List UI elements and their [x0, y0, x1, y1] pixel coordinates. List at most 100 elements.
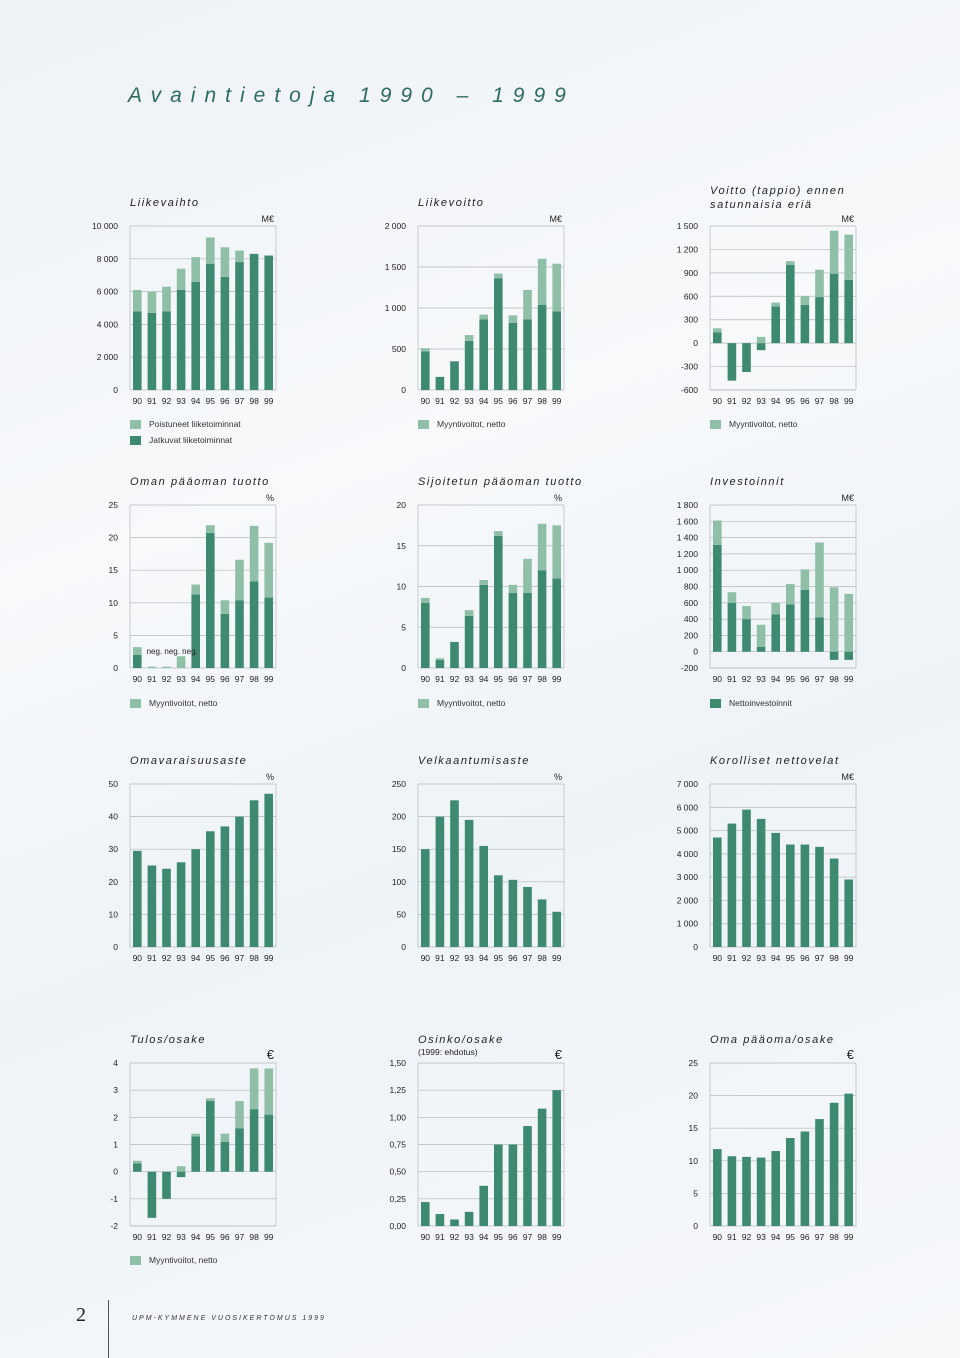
tick-label: 0 — [113, 942, 118, 952]
bar-92 — [450, 641, 459, 668]
bar-segment-93 — [176, 1166, 186, 1172]
bar-95 — [786, 1137, 795, 1226]
bar-segment-90 — [713, 328, 722, 333]
legend-label: Myyntivoitot, netto — [729, 419, 798, 429]
bar-92 — [450, 1219, 459, 1226]
bar-99 — [844, 1093, 853, 1226]
tick-label: 10 — [689, 1156, 699, 1166]
category-label: 94 — [479, 1232, 489, 1242]
tick-label: -1 — [110, 1194, 118, 1204]
bar-95 — [206, 831, 215, 947]
legend-liikevaihto: Poistuneet liiketoiminnat Jatkuvat liiket… — [130, 416, 241, 448]
bar-segment-95 — [206, 1098, 215, 1102]
bar-segment-90 — [133, 1160, 142, 1164]
legend-label: Myyntivoitot, netto — [149, 698, 218, 708]
category-label: 95 — [786, 953, 796, 963]
tick-label: 6 000 — [97, 287, 119, 297]
bar-segment-98 — [829, 587, 839, 652]
bar-97 — [815, 297, 824, 344]
bar-98 — [829, 651, 839, 660]
category-label: 95 — [494, 953, 504, 963]
category-label: 97 — [815, 1232, 825, 1242]
chart-title: Liikevaihto — [130, 197, 200, 209]
chart-unit: € — [267, 1047, 275, 1062]
tick-label: 1 — [113, 1140, 118, 1150]
bar-segment-92 — [742, 606, 751, 620]
chart-svg: Investoinnit M€ -200 0 200 400 600 800 1 000 1 20… — [677, 476, 857, 684]
bar-98 — [249, 581, 259, 668]
bar-93 — [176, 862, 186, 947]
bar-98 — [537, 1108, 547, 1226]
bar-90 — [133, 850, 142, 947]
category-label: 96 — [508, 674, 518, 684]
bar-segment-96 — [220, 247, 230, 277]
bar-94 — [479, 319, 488, 390]
bar-90 — [713, 544, 722, 652]
tick-label: 1 000 — [677, 919, 699, 929]
bar-94 — [191, 281, 200, 390]
legend-label: Nettoinvestoinnit — [729, 698, 792, 708]
bar-91 — [727, 823, 737, 947]
category-label: 95 — [494, 674, 504, 684]
category-label: 90 — [713, 1232, 723, 1242]
bar-94 — [771, 1151, 780, 1226]
bar-90 — [713, 837, 722, 947]
bar-92 — [162, 1171, 171, 1199]
bar-94 — [191, 1136, 200, 1172]
chart-title: Velkaantumisaste — [418, 755, 530, 767]
bar-93 — [756, 646, 766, 652]
bar-97 — [523, 1126, 532, 1226]
bar-segment-93 — [756, 624, 766, 647]
bar-92 — [742, 809, 751, 947]
bar-93 — [464, 819, 474, 947]
chart-unit: M€ — [261, 214, 274, 224]
bar-93 — [464, 615, 474, 668]
bar-92 — [450, 800, 459, 947]
bar-93 — [464, 1211, 474, 1226]
legend-item: Myyntivoitot, netto — [418, 695, 506, 711]
category-label: 98 — [829, 1232, 839, 1242]
tick-label: 0 — [693, 647, 698, 657]
chart-omapaaoma: Oma pääoma/osake €0 5 10 15 20 25 90 91 92 93 94 95 9… — [580, 0, 900, 1260]
chart-svg: Liikevoitto M€ 0 500 1 000 1 500 2 000 90 91 92 93… — [385, 197, 565, 406]
tick-label: 5 — [113, 630, 118, 640]
tick-label: 150 — [392, 844, 406, 854]
category-label: 92 — [162, 674, 172, 684]
category-label: 99 — [844, 396, 854, 406]
category-label: 91 — [147, 674, 157, 684]
neg-annotation: neg. neg. neg. — [147, 647, 198, 656]
category-label: 98 — [249, 953, 259, 963]
tick-label: 2 000 — [385, 221, 407, 231]
tick-label: 1 800 — [677, 500, 699, 510]
category-label: 95 — [206, 1232, 216, 1242]
bar-96 — [800, 589, 810, 652]
bar-95 — [494, 1144, 503, 1226]
chart-svg: Tulos/osake € -2 -1 0 1 2 3 4 90 91 92 93 94 95 96 97 98 9… — [110, 1034, 277, 1242]
chart-unit: % — [554, 772, 562, 782]
bar-93 — [464, 340, 474, 390]
tick-label: 200 — [392, 812, 406, 822]
legend-item: Myyntivoitot, netto — [418, 416, 506, 432]
bar-95 — [494, 875, 503, 947]
chart-sijoitetun: Sijoitetun pääoman tuotto% 0 5 10 15 20 90 91 92… — [288, 0, 608, 720]
page-number: 2 — [76, 1304, 86, 1326]
category-label: 99 — [552, 1232, 562, 1242]
tick-label: -200 — [681, 663, 698, 673]
category-label: 97 — [815, 953, 825, 963]
bar-segment-91 — [435, 658, 445, 660]
tick-label: 0 — [693, 1221, 698, 1231]
category-label: 91 — [147, 1232, 157, 1242]
tick-label: 40 — [109, 812, 119, 822]
bar-94 — [771, 832, 780, 947]
bar-segment-96 — [800, 569, 810, 590]
bar-segment-98 — [249, 1068, 259, 1110]
category-label: 92 — [162, 1232, 172, 1242]
category-label: 99 — [844, 1232, 854, 1242]
tick-label: 15 — [109, 565, 119, 575]
chart-svg: Oma pääoma/osake €0 5 10 15 20 25 90 91 92 93 94 95 9… — [689, 1034, 857, 1242]
bar-segment-99 — [552, 525, 561, 579]
bar-90 — [421, 1202, 430, 1226]
category-label: 96 — [800, 396, 810, 406]
bar-segment-95 — [494, 531, 503, 536]
tick-label: 1,50 — [389, 1058, 406, 1068]
